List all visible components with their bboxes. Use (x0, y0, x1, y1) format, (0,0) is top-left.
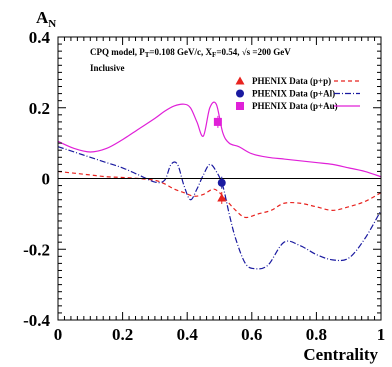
legend-label-phenix-data-p-au: PHENIX Data (p+Au) (252, 101, 338, 111)
curve-phenix-data-p-p (57, 170, 382, 219)
legend-label-phenix-data-p-al: PHENIX Data (p+Al) (252, 89, 335, 99)
data-points (213, 115, 227, 204)
data-point-phenix-data-p-al (217, 178, 226, 187)
legend-marker-phenix-data-p-al (236, 89, 244, 98)
x-tick-label: 1 (377, 325, 386, 344)
x-axis-title: Centrality (303, 345, 378, 364)
y-tick-label: -0.2 (23, 240, 50, 259)
series-curves (57, 101, 382, 270)
data-point-phenix-data-p-au (213, 117, 222, 126)
legend: PHENIX Data (p+p) PHENIX Data (p+Al) PHENI… (235, 76, 360, 111)
y-tick-label: 0.2 (29, 99, 50, 118)
tick-labels: 0 0.2 0.4 0.6 0.8 1 -0.4 -0.2 0 0.2 0.4 (23, 28, 385, 344)
annotation-inclusive: Inclusive (90, 63, 125, 73)
legend-marker-phenix-data-p-p (235, 76, 245, 85)
x-tick-label: 0.6 (241, 325, 262, 344)
legend-marker-phenix-data-p-au (236, 102, 244, 110)
x-tick-label: 0 (54, 325, 63, 344)
y-axis-title: AN (36, 8, 56, 30)
curve-phenix-data-p-al (57, 146, 382, 270)
x-tick-label: 0.2 (112, 325, 133, 344)
axis-ticks (57, 36, 382, 321)
y-tick-label: 0 (42, 170, 51, 189)
curve-phenix-data-p-au (57, 101, 382, 178)
y-tick-label: 0.4 (29, 28, 51, 47)
x-tick-label: 0.4 (177, 325, 199, 344)
x-tick-label: 0.8 (306, 325, 327, 344)
legend-label-phenix-data-p-p: PHENIX Data (p+p) (252, 76, 331, 86)
y-tick-label: -0.4 (23, 311, 50, 330)
data-point-phenix-data-p-p (217, 193, 227, 202)
annotation-model: CPQ model, PT=0.108 GeV/c, XF=0.54, √s =… (90, 47, 291, 59)
